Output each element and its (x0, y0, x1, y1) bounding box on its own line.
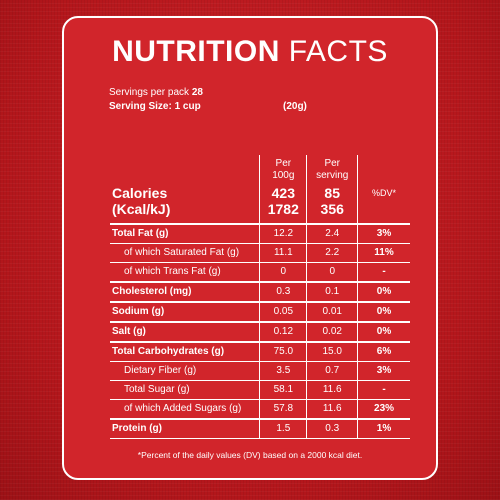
calories-perserving: 85 356 (306, 185, 358, 224)
nutrition-table: Per 100g Per serving Calories (Kcal/kJ) 423… (110, 155, 410, 439)
servings-info: Servings per pack 28 Serving Size: 1 cup… (109, 86, 307, 114)
table-row: Protein (g) 1.5 0.3 1% (110, 418, 410, 439)
table-row: Cholesterol (mg) 0.3 0.1 0% (110, 281, 410, 302)
table-row: Total Carbohydrates (g) 75.0 15.0 6% (110, 341, 410, 362)
table-row: of which Added Sugars (g) 57.8 11.6 23% (110, 399, 410, 419)
table-row: Total Fat (g) 12.2 2.4 3% (110, 223, 410, 244)
table-header-row: Per 100g Per serving (110, 155, 410, 185)
servings-per-pack: Servings per pack 28 (109, 86, 307, 100)
dv-header: %DV* (357, 185, 410, 224)
nutrition-panel: NUTRITION FACTS Servings per pack 28 Ser… (62, 16, 438, 480)
servings-per-pack-value: 28 (191, 87, 203, 98)
table-row: of which Trans Fat (g) 0 0 - (110, 262, 410, 282)
panel-title: NUTRITION FACTS (64, 36, 436, 68)
title-light: FACTS (288, 35, 388, 68)
serving-size-value: (20g) (283, 101, 307, 112)
per100-header: Per 100g (259, 155, 307, 185)
calories-row: Calories (Kcal/kJ) 423 1782 85 356 %DV* (110, 185, 410, 224)
serving-size: Serving Size: 1 cup (20g) (109, 100, 307, 114)
calories-per100: 423 1782 (259, 185, 307, 224)
table-row: of which Saturated Fat (g) 11.1 2.2 11% (110, 243, 410, 263)
table-row: Sodium (g) 0.05 0.01 0% (110, 301, 410, 322)
servings-per-pack-label: Servings per pack (109, 87, 190, 98)
table-row: Total Sugar (g) 58.1 11.6 - (110, 380, 410, 400)
serving-size-label: Serving Size: 1 cup (109, 101, 201, 112)
table-row: Salt (g) 0.12 0.02 0% (110, 321, 410, 342)
title-bold: NUTRITION (112, 35, 280, 68)
dv-footnote: *Percent of the daily values (DV) based … (137, 450, 363, 460)
table-row: Dietary Fiber (g) 3.5 0.7 3% (110, 361, 410, 381)
calories-label: Calories (Kcal/kJ) (112, 185, 171, 217)
perserving-header: Per serving (306, 155, 358, 185)
